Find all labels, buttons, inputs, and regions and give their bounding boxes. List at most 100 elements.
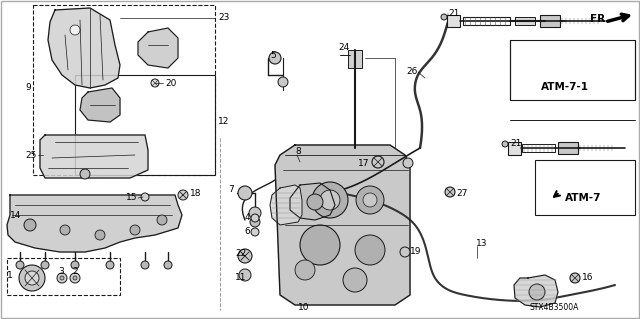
Circle shape [363,193,377,207]
Circle shape [312,182,348,218]
Circle shape [71,261,79,269]
Circle shape [251,228,259,236]
Circle shape [529,284,545,300]
Circle shape [249,207,261,219]
Circle shape [251,214,259,222]
Circle shape [141,261,149,269]
Circle shape [164,261,172,269]
Circle shape [141,193,149,201]
Circle shape [300,225,340,265]
Text: 9: 9 [25,83,31,92]
Circle shape [41,261,49,269]
Circle shape [343,268,367,292]
Circle shape [502,141,508,147]
Circle shape [25,271,39,285]
Bar [447,15,460,27]
Polygon shape [275,145,410,305]
Text: 2: 2 [72,268,77,277]
Circle shape [70,273,80,283]
Circle shape [356,186,384,214]
Text: ATM-7-1: ATM-7-1 [541,82,589,92]
Bar [7,258,120,295]
Circle shape [570,273,580,283]
Text: 6: 6 [244,227,250,236]
Circle shape [157,215,167,225]
Text: 4: 4 [245,212,251,221]
Bar [535,160,635,215]
Text: 14: 14 [10,211,21,219]
Polygon shape [290,183,335,220]
Text: 26: 26 [406,68,417,77]
Bar [510,40,635,100]
Bar [558,142,578,154]
Circle shape [238,249,252,263]
Text: 27: 27 [456,189,467,197]
Circle shape [278,77,288,87]
Text: 10: 10 [298,303,310,313]
Text: 25: 25 [25,151,36,160]
Circle shape [60,225,70,235]
Circle shape [372,156,384,168]
Circle shape [106,261,114,269]
Bar [515,17,535,25]
Bar [33,5,215,175]
Circle shape [400,247,410,257]
Text: FR.: FR. [590,14,609,24]
Text: 23: 23 [218,13,229,23]
Circle shape [16,261,24,269]
Text: 18: 18 [190,189,202,198]
Text: 3: 3 [58,268,64,277]
Circle shape [403,158,413,168]
Text: 17: 17 [358,159,369,167]
Circle shape [441,14,447,20]
Polygon shape [80,88,120,122]
Circle shape [95,230,105,240]
Bar [463,17,510,25]
Text: 8: 8 [295,147,301,157]
Circle shape [320,190,340,210]
Text: 20: 20 [165,78,177,87]
Polygon shape [7,195,182,252]
Circle shape [24,219,36,231]
Circle shape [80,169,90,179]
Text: 16: 16 [582,272,593,281]
Circle shape [307,194,323,210]
Circle shape [238,186,252,200]
Circle shape [57,273,67,283]
Text: 1: 1 [7,271,13,280]
Circle shape [178,190,188,200]
Circle shape [60,276,64,280]
Text: 7: 7 [228,186,234,195]
Polygon shape [138,28,178,68]
Circle shape [73,276,77,280]
Bar [348,50,362,68]
Circle shape [250,217,260,227]
Polygon shape [40,135,148,178]
Bar [508,142,521,155]
Text: 22: 22 [235,249,246,257]
Circle shape [445,187,455,197]
Circle shape [355,235,385,265]
Circle shape [130,225,140,235]
Text: 12: 12 [218,117,229,127]
Text: 15: 15 [126,194,138,203]
Text: 11: 11 [235,272,246,281]
Text: 21: 21 [510,138,522,147]
Polygon shape [48,8,120,88]
Text: 5: 5 [270,50,276,60]
Circle shape [19,265,45,291]
Text: 21: 21 [448,9,460,18]
Text: 13: 13 [476,239,488,248]
Circle shape [70,25,80,35]
Polygon shape [514,275,558,307]
Bar [75,75,215,175]
Circle shape [151,79,159,87]
Text: ATM-7: ATM-7 [564,193,601,203]
Circle shape [269,52,281,64]
Text: 24: 24 [338,43,349,53]
Bar [522,144,555,152]
Bar [540,15,560,27]
Polygon shape [270,185,302,225]
Text: 19: 19 [410,248,422,256]
Text: STX4B3500A: STX4B3500A [530,303,579,313]
